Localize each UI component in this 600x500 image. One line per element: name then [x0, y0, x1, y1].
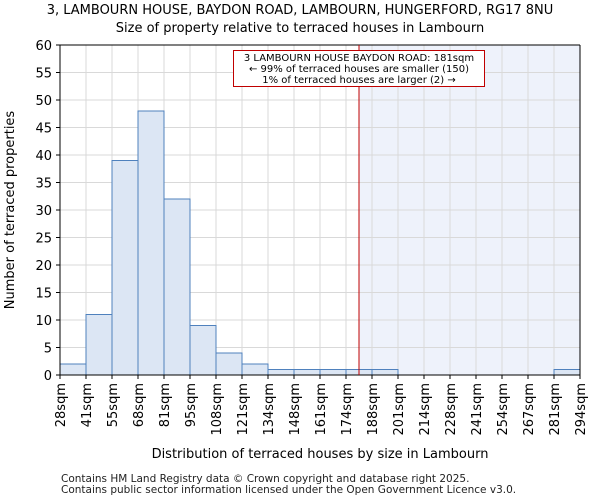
bar: [553, 369, 581, 376]
x-axis-label: Distribution of terraced houses by size …: [152, 447, 489, 462]
x-tick-label: 241sqm: [470, 383, 485, 436]
x-tick-label: 161sqm: [314, 383, 329, 436]
y-tick-label: 0: [44, 369, 52, 384]
x-tick-label: 68sqm: [132, 383, 147, 427]
y-tick-label: 20: [35, 259, 52, 274]
x-tick-label: 294sqm: [574, 383, 589, 436]
x-tick-label: 254sqm: [496, 383, 511, 436]
chart-subtitle: Size of property relative to terraced ho…: [115, 21, 485, 36]
bar: [319, 369, 347, 376]
annotation-box: 3 LAMBOURN HOUSE BAYDON ROAD: 181sqm ← 9…: [233, 50, 485, 87]
footer-line-1: Contains HM Land Registry data © Crown c…: [61, 473, 470, 485]
x-tick-label: 201sqm: [392, 383, 407, 436]
y-tick-label: 40: [35, 149, 52, 164]
bar: [59, 363, 87, 376]
annotation-line-1: 3 LAMBOURN HOUSE BAYDON ROAD: 181sqm: [243, 53, 475, 64]
y-tick-label: 35: [35, 177, 52, 192]
chart-title: 3, LAMBOURN HOUSE, BAYDON ROAD, LAMBOURN…: [46, 3, 554, 18]
footer-line-2: Contains public sector information licen…: [61, 484, 517, 496]
x-tick-label: 188sqm: [366, 383, 381, 436]
bar: [371, 369, 399, 376]
x-tick-label: 28sqm: [54, 383, 69, 427]
y-tick-label: 55: [35, 67, 52, 82]
x-tick-label: 108sqm: [210, 383, 225, 436]
bar: [293, 369, 321, 376]
bar: [189, 325, 217, 376]
bar: [215, 352, 243, 376]
annotation-line-3: 1% of terraced houses are larger (2) →: [262, 75, 456, 86]
bar: [85, 314, 113, 376]
y-tick-label: 30: [35, 204, 52, 219]
bar: [241, 363, 269, 376]
bar: [267, 369, 295, 376]
y-tick-label: 5: [44, 342, 52, 357]
x-tick-label: 81sqm: [158, 383, 173, 427]
x-tick-label: 134sqm: [262, 383, 277, 436]
annotation-line-2: ← 99% of terraced houses are smaller (15…: [248, 64, 470, 75]
y-tick-label: 45: [35, 122, 52, 137]
y-tick-label: 60: [35, 39, 52, 54]
y-tick-label: 10: [35, 314, 52, 329]
x-tick-label: 228sqm: [444, 383, 459, 436]
bar: [163, 198, 191, 376]
x-tick-label: 148sqm: [288, 383, 303, 436]
bar: [111, 160, 139, 376]
x-tick-label: 267sqm: [522, 383, 537, 436]
bar: [137, 110, 165, 376]
y-tick-label: 25: [35, 232, 52, 247]
x-tick-label: 95sqm: [184, 383, 199, 427]
x-tick-label: 174sqm: [340, 383, 355, 436]
x-tick-label: 281sqm: [548, 383, 563, 436]
x-tick-label: 121sqm: [236, 383, 251, 436]
x-tick-label: 214sqm: [418, 383, 433, 436]
y-axis-label: Number of terraced properties: [3, 111, 18, 310]
y-tick-label: 50: [35, 94, 52, 109]
y-tick-label: 15: [35, 287, 52, 302]
x-tick-label: 41sqm: [80, 383, 95, 427]
x-tick-label: 55sqm: [106, 383, 121, 427]
